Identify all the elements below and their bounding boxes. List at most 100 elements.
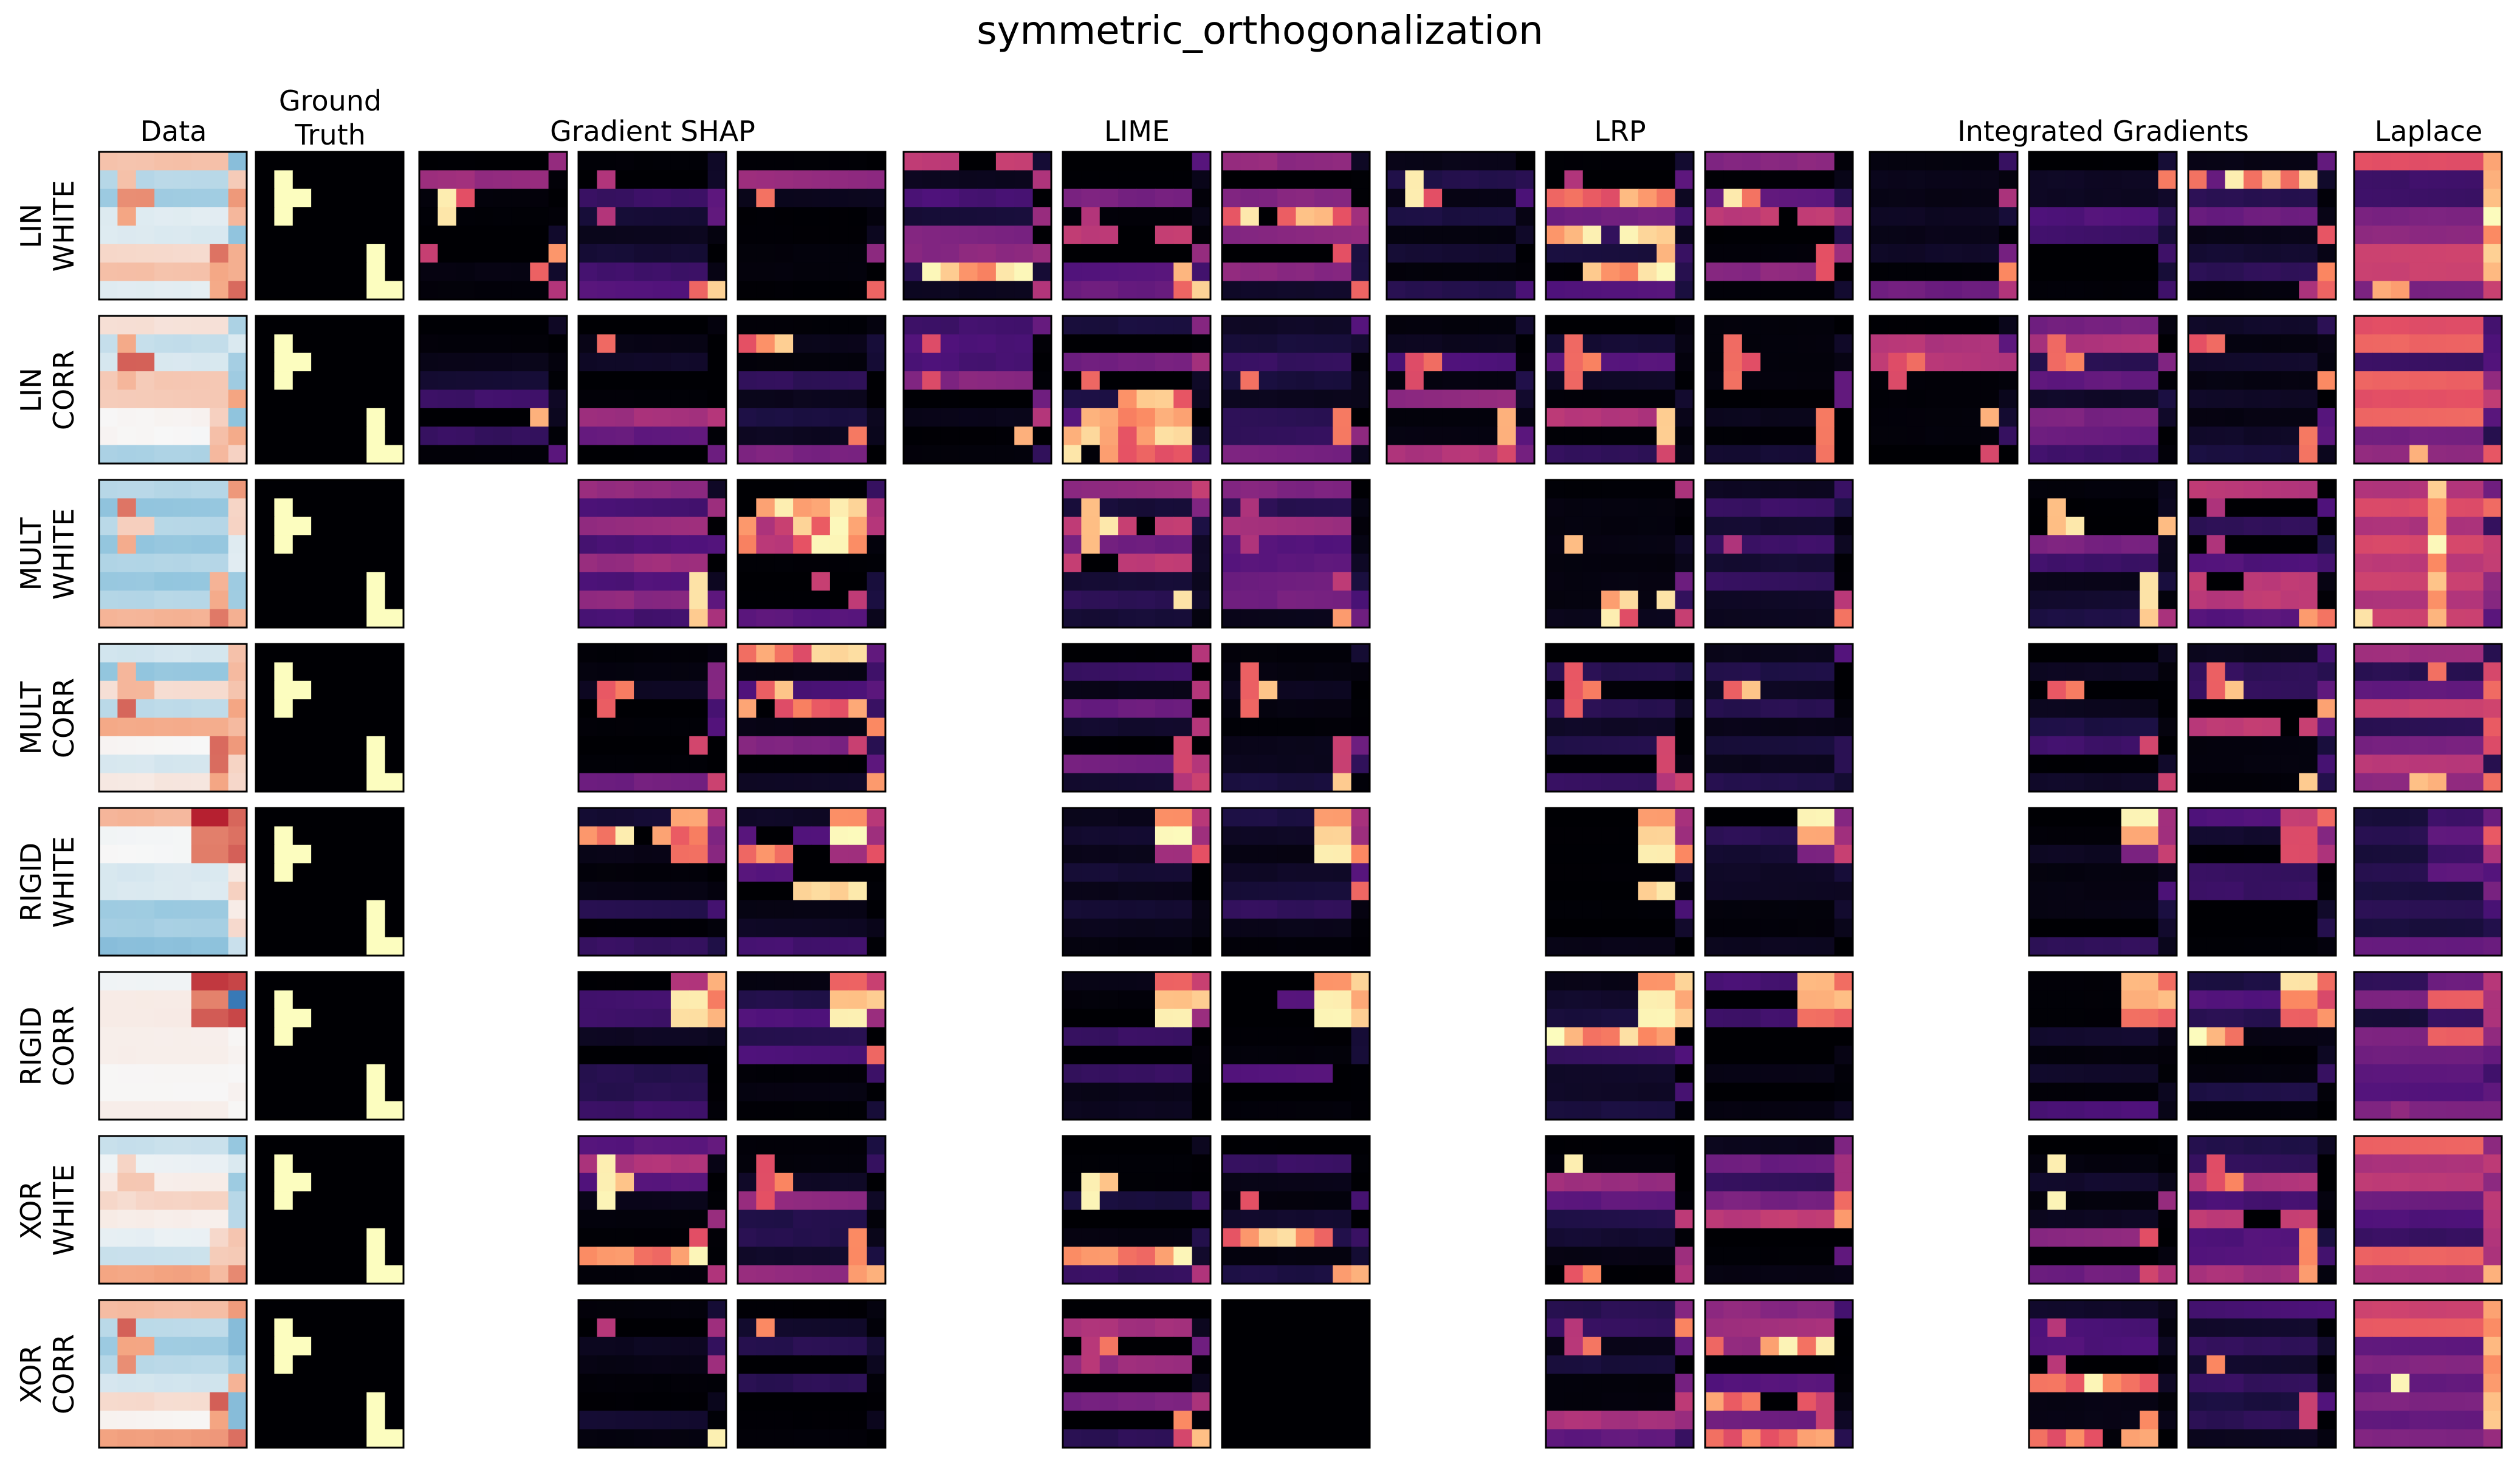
heatmap-cell [311,590,331,610]
heatmap-cell [756,188,775,208]
heatmap-cell [2244,844,2263,864]
heatmap-cell [2280,334,2299,354]
heatmap-cell [99,152,118,171]
heatmap-cell [707,863,727,883]
heatmap-cell [191,535,210,555]
heatmap-cell [1779,937,1798,956]
heatmap-cell [2047,900,2067,919]
heatmap-cell [530,262,549,282]
heatmap-cell [634,553,653,573]
heatmap-cell [867,644,886,663]
heatmap-cell [1705,170,1724,190]
heatmap-cell [829,352,849,372]
heatmap-cell [2158,1046,2177,1065]
heatmap-cell [1351,609,1370,628]
heatmap-cell [1760,480,1780,499]
heatmap-cell [1816,826,1835,846]
heatmap-cell [2299,1008,2318,1028]
heatmap-cell [1619,937,1639,956]
heatmap-cell [173,662,192,682]
heatmap-cell [2103,281,2122,300]
heatmap-cell [117,609,137,628]
col-header-integrated-gradients: Integrated Gradients [1957,115,2249,148]
heatmap-cell [670,1083,690,1102]
heatmap-cell [707,900,727,919]
heatmap-cell [210,1228,229,1247]
heatmap-cell [1816,1101,1835,1120]
heatmap-cell [2446,680,2465,700]
heatmap-cell [615,844,634,864]
heatmap-cell [811,680,831,700]
heatmap-cell [689,662,709,682]
heatmap-cell [1675,900,1694,919]
heatmap-cell [2225,244,2244,263]
heatmap-cell [2317,334,2336,354]
heatmap-cell [1834,426,1853,446]
heatmap-cell [1460,371,1480,391]
heatmap-cell [191,662,210,682]
heatmap-cell [1888,244,1907,263]
heatmap-cell [2225,516,2244,536]
heatmap-cell [2121,170,2140,190]
heatmap-cell [2158,736,2177,755]
heatmap-cell [385,207,404,227]
heatmap-cell [1675,445,1694,464]
heatmap-cell [1063,244,1082,263]
heatmap-cell [707,773,727,792]
heatmap-cell [366,281,386,300]
heatmap-cell [1099,1101,1119,1120]
heatmap-cell [274,572,294,591]
heatmap-cell [1705,334,1724,354]
heatmap-cell [136,1265,155,1284]
heatmap-cell [1296,389,1315,409]
heatmap-cell [1314,755,1333,774]
heatmap-cell [2047,662,2067,682]
heatmap-cell [689,1027,709,1047]
heatmap-cell [228,408,247,427]
heatmap-cell [154,1247,174,1266]
heatmap-cell [867,919,886,938]
heatmap-cell [1675,844,1694,864]
heatmap-cell [2428,498,2447,518]
heatmap-cell [1192,316,1211,335]
heatmap-cell [2047,371,2067,391]
heatmap-cell [530,207,549,227]
heatmap-cell [274,498,294,518]
heatmap-cell [292,170,312,190]
heatmap-cell [2299,1027,2318,1047]
heatmap-cell [2158,919,2177,938]
heatmap-cell [385,1083,404,1102]
heatmap-cell [493,445,512,464]
heatmap-cell [867,755,886,774]
heatmap-cell [2372,881,2392,901]
heatmap-cell [707,717,727,737]
heatmap-cell [1638,863,1657,883]
heatmap-cell [2188,699,2207,719]
heatmap-cell [274,152,294,171]
heatmap-cell [438,152,457,171]
heatmap-cell [2225,680,2244,700]
heatmap-cell [597,662,616,682]
heatmap-cell [2188,371,2207,391]
heatmap-cell [1675,863,1694,883]
heatmap-cell [2225,225,2244,245]
heatmap-cell [2428,990,2447,1010]
heatmap-cell [1980,262,2000,282]
heatmap-cell [1351,426,1370,446]
heatmap-cell [1296,717,1315,737]
heatmap-cell [2299,225,2318,245]
heatmap-cell [136,1154,155,1174]
heatmap-cell [1816,389,1835,409]
heatmap-cell [2372,498,2392,518]
heatmap-cell [366,426,386,446]
heatmap-cell [2065,553,2085,573]
heatmap-cell [2483,225,2502,245]
heatmap-cell [793,972,812,991]
heatmap-cell [2299,516,2318,536]
heatmap-cell [2317,919,2336,938]
heatmap-cell [1888,225,1907,245]
heatmap-cell [1118,662,1138,682]
heatmap-cell [2140,1027,2159,1047]
heatmap-cell [228,281,247,300]
heatmap-cell [366,389,386,409]
